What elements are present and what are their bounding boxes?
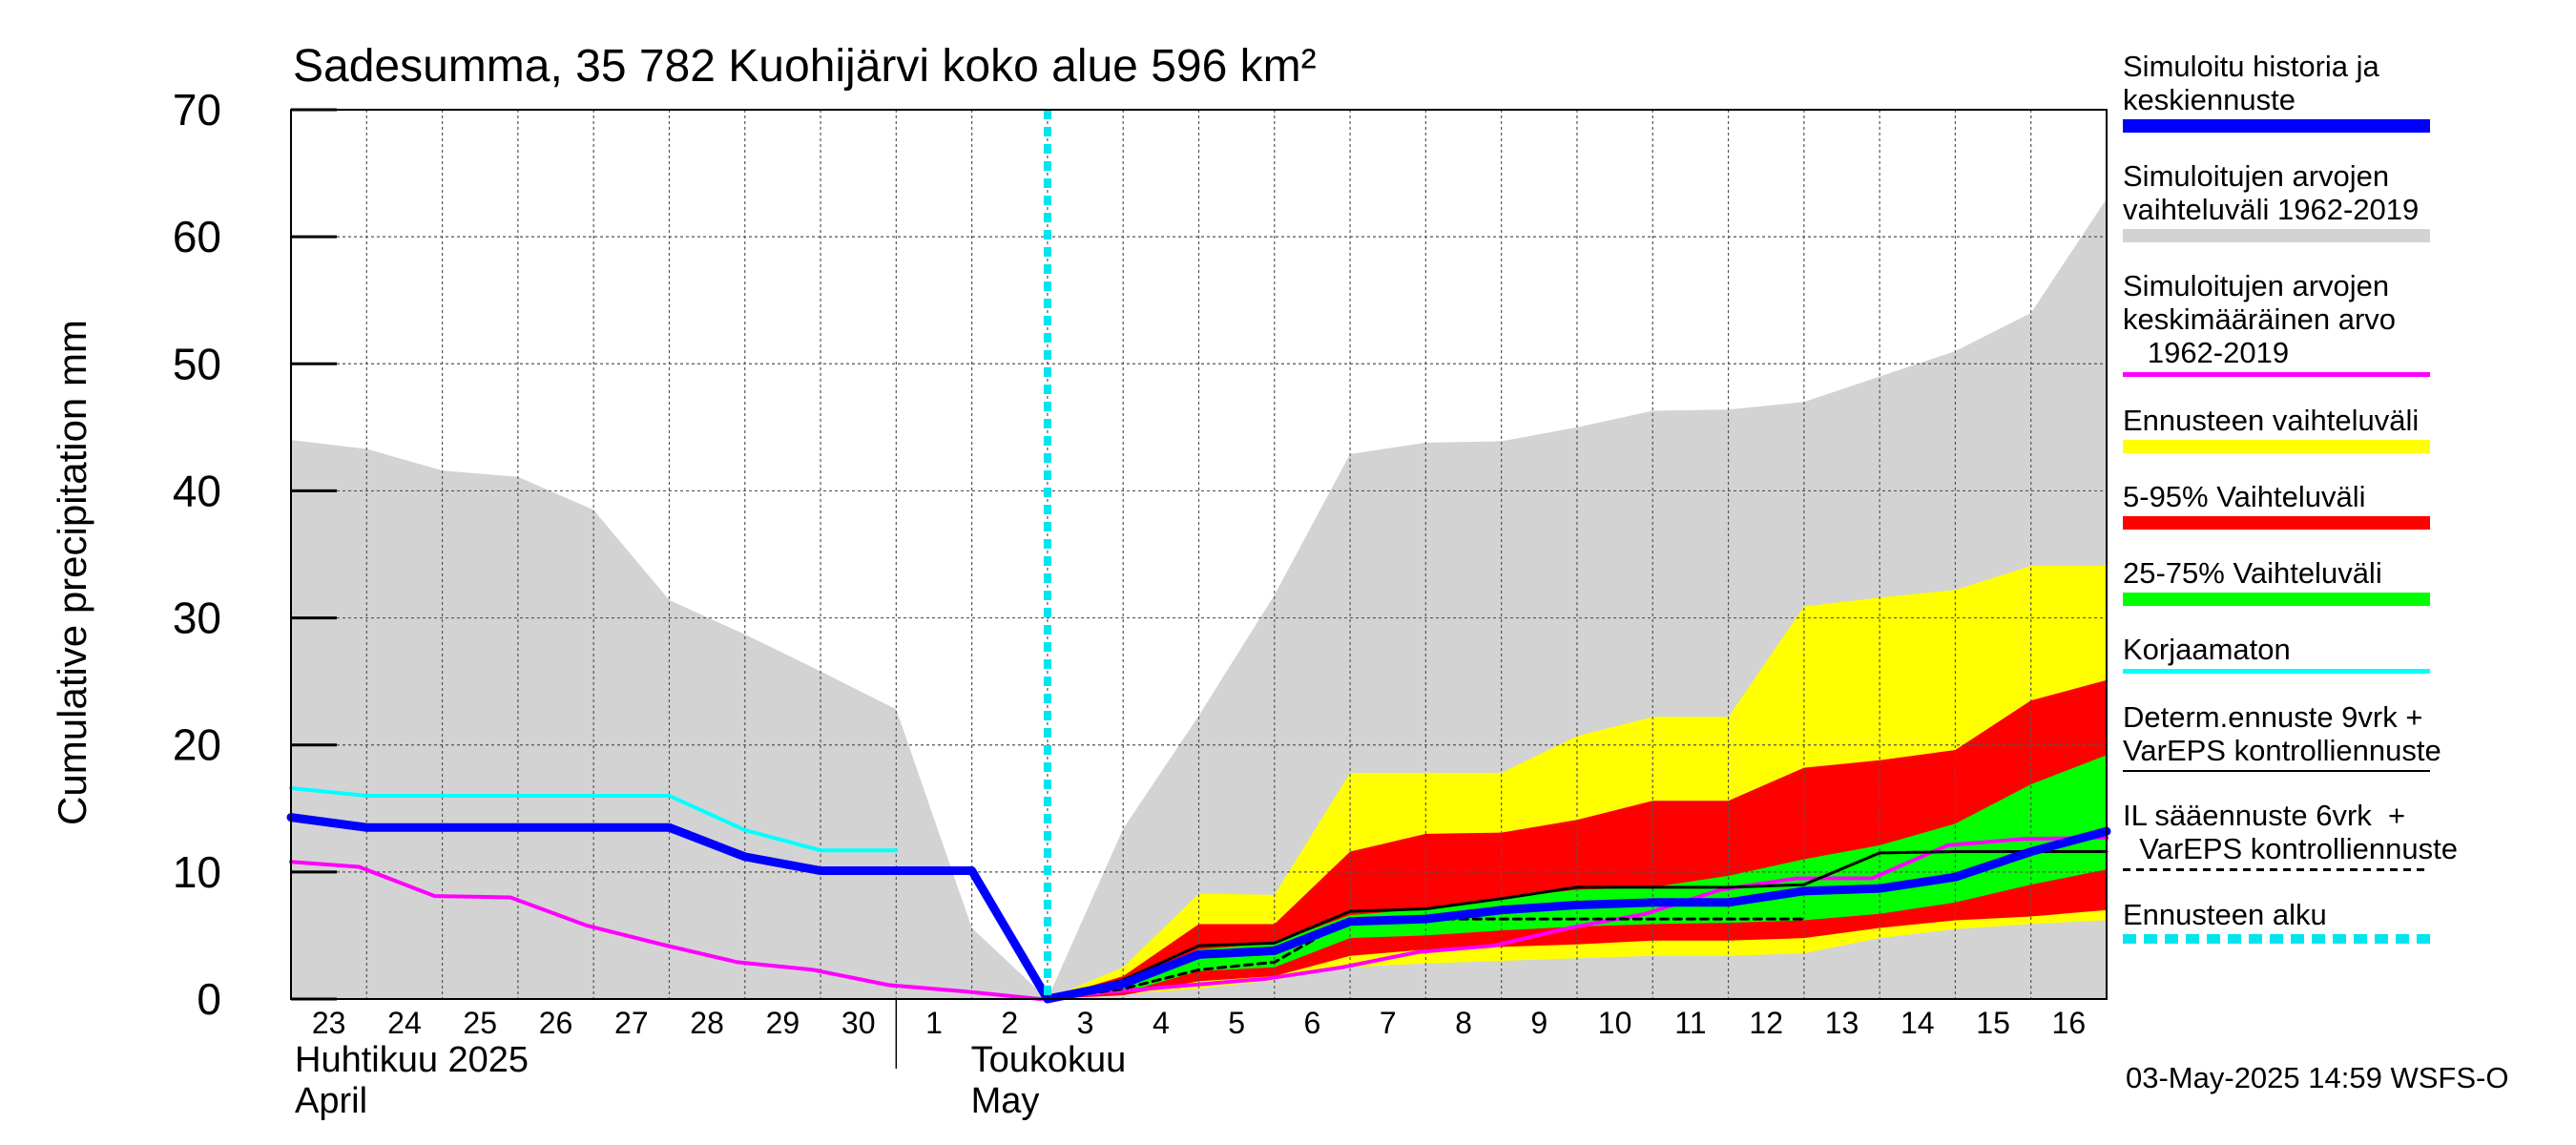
- legend-swatch: [2123, 516, 2430, 530]
- legend-label: 5-95% Vaihteluväli: [2123, 480, 2366, 513]
- legend-swatch: [2123, 440, 2430, 453]
- y-tick-label: 0: [197, 974, 221, 1024]
- legend-label: Ennusteen alku: [2123, 898, 2327, 931]
- legend-item: 5-95% Vaihteluväli: [2123, 480, 2552, 530]
- x-tick-label: 16: [2052, 1006, 2087, 1040]
- deterministic-forecast-line: [1046, 850, 2109, 1001]
- x-tick-label: 7: [1380, 1006, 1397, 1040]
- historical-average-line: [289, 835, 2109, 1001]
- legend-label: Simuloitu historia ja keskiennuste: [2123, 50, 2379, 116]
- y-tick-label: 60: [173, 212, 221, 261]
- x-tick-label: 6: [1304, 1006, 1321, 1040]
- legend-swatch: [2123, 593, 2430, 606]
- x-tick-label: 28: [690, 1006, 724, 1040]
- legend-item: Simuloitujen arvojen keskimääräinen arvo…: [2123, 269, 2552, 377]
- legend-label: 25-75% Vaihteluväli: [2123, 556, 2382, 590]
- month-label-en: May: [971, 1081, 1040, 1121]
- y-tick-label: 10: [173, 847, 221, 897]
- legend-swatch: [2123, 770, 2430, 772]
- mean-forecast-line: [286, 813, 2111, 1004]
- legend-item: Korjaamaton: [2123, 633, 2552, 674]
- x-tick-label: 26: [539, 1006, 573, 1040]
- y-tick-label: 30: [173, 593, 221, 643]
- chart-title: Sadesumma, 35 782 Kuohijärvi koko alue 5…: [293, 41, 1317, 92]
- x-tick-label: 15: [1976, 1006, 2010, 1040]
- x-tick-label: 13: [1825, 1006, 1859, 1040]
- timestamp: 03-May-2025 14:59 WSFS-O: [2126, 1061, 2509, 1094]
- legend-label: Korjaamaton: [2123, 633, 2291, 666]
- x-tick-label: 23: [312, 1006, 346, 1040]
- x-tick-label: 25: [463, 1006, 497, 1040]
- x-tick-label: 30: [841, 1006, 876, 1040]
- legend-item: Simuloitu historia ja keskiennuste: [2123, 50, 2552, 133]
- legend-item: Determ.ennuste 9vrk + VarEPS kontrollien…: [2123, 700, 2552, 772]
- uncorrected-line: [289, 785, 899, 853]
- y-tick-label: 20: [173, 720, 221, 770]
- legend-label: IL sääennuste 6vrk + VarEPS kontrollienn…: [2123, 799, 2458, 865]
- y-axis-label: Cumulative precipitation mm: [50, 320, 94, 825]
- legend-swatch: [2123, 372, 2430, 377]
- chart-legend: Simuloitu historia ja keskiennuste Simulo…: [2123, 50, 2552, 970]
- legend-item: 25-75% Vaihteluväli: [2123, 556, 2552, 606]
- x-tick-label: 1: [925, 1006, 943, 1040]
- y-tick-label: 70: [173, 85, 221, 135]
- legend-swatch: [2123, 934, 2430, 944]
- legend-swatch: [2123, 669, 2430, 674]
- legend-swatch: [2123, 229, 2430, 242]
- legend-item: Ennusteen vaihteluväli: [2123, 404, 2552, 453]
- x-tick-label: 11: [1674, 1006, 1706, 1040]
- x-tick-label: 14: [1901, 1006, 1935, 1040]
- month-label-en: April: [295, 1081, 367, 1121]
- legend-label: Simuloitujen arvojen vaihteluväli 1962-2…: [2123, 159, 2420, 226]
- legend-item: Simuloitujen arvojen vaihteluväli 1962-2…: [2123, 159, 2552, 242]
- plot-frame: [290, 109, 2108, 1000]
- legend-label: Simuloitujen arvojen keskimääräinen arvo…: [2123, 269, 2397, 369]
- x-tick-label: 4: [1153, 1006, 1170, 1040]
- legend-swatch: [2123, 868, 2430, 871]
- month-label-fi: Toukokuu: [971, 1040, 1127, 1080]
- legend-label: Ennusteen vaihteluväli: [2123, 404, 2420, 437]
- legend-label: Determ.ennuste 9vrk + VarEPS kontrollien…: [2123, 700, 2441, 767]
- x-tick-label: 12: [1749, 1006, 1783, 1040]
- x-tick-label: 9: [1530, 1006, 1548, 1040]
- x-tick-label: 8: [1455, 1006, 1472, 1040]
- legend-item: IL sääennuste 6vrk + VarEPS kontrollienn…: [2123, 799, 2552, 871]
- x-tick-label: 10: [1598, 1006, 1632, 1040]
- y-tick-label: 40: [173, 466, 221, 515]
- month-label-fi: Huhtikuu 2025: [295, 1040, 529, 1080]
- y-tick-label: 50: [173, 339, 221, 388]
- x-tick-label: 24: [387, 1006, 422, 1040]
- x-tick-label: 2: [1001, 1006, 1018, 1040]
- legend-swatch: [2123, 119, 2430, 133]
- x-tick-label: 5: [1228, 1006, 1245, 1040]
- x-tick-label: 3: [1077, 1006, 1094, 1040]
- x-tick-label: 27: [614, 1006, 649, 1040]
- x-tick-label: 29: [766, 1006, 800, 1040]
- legend-item: Ennusteen alku: [2123, 898, 2552, 944]
